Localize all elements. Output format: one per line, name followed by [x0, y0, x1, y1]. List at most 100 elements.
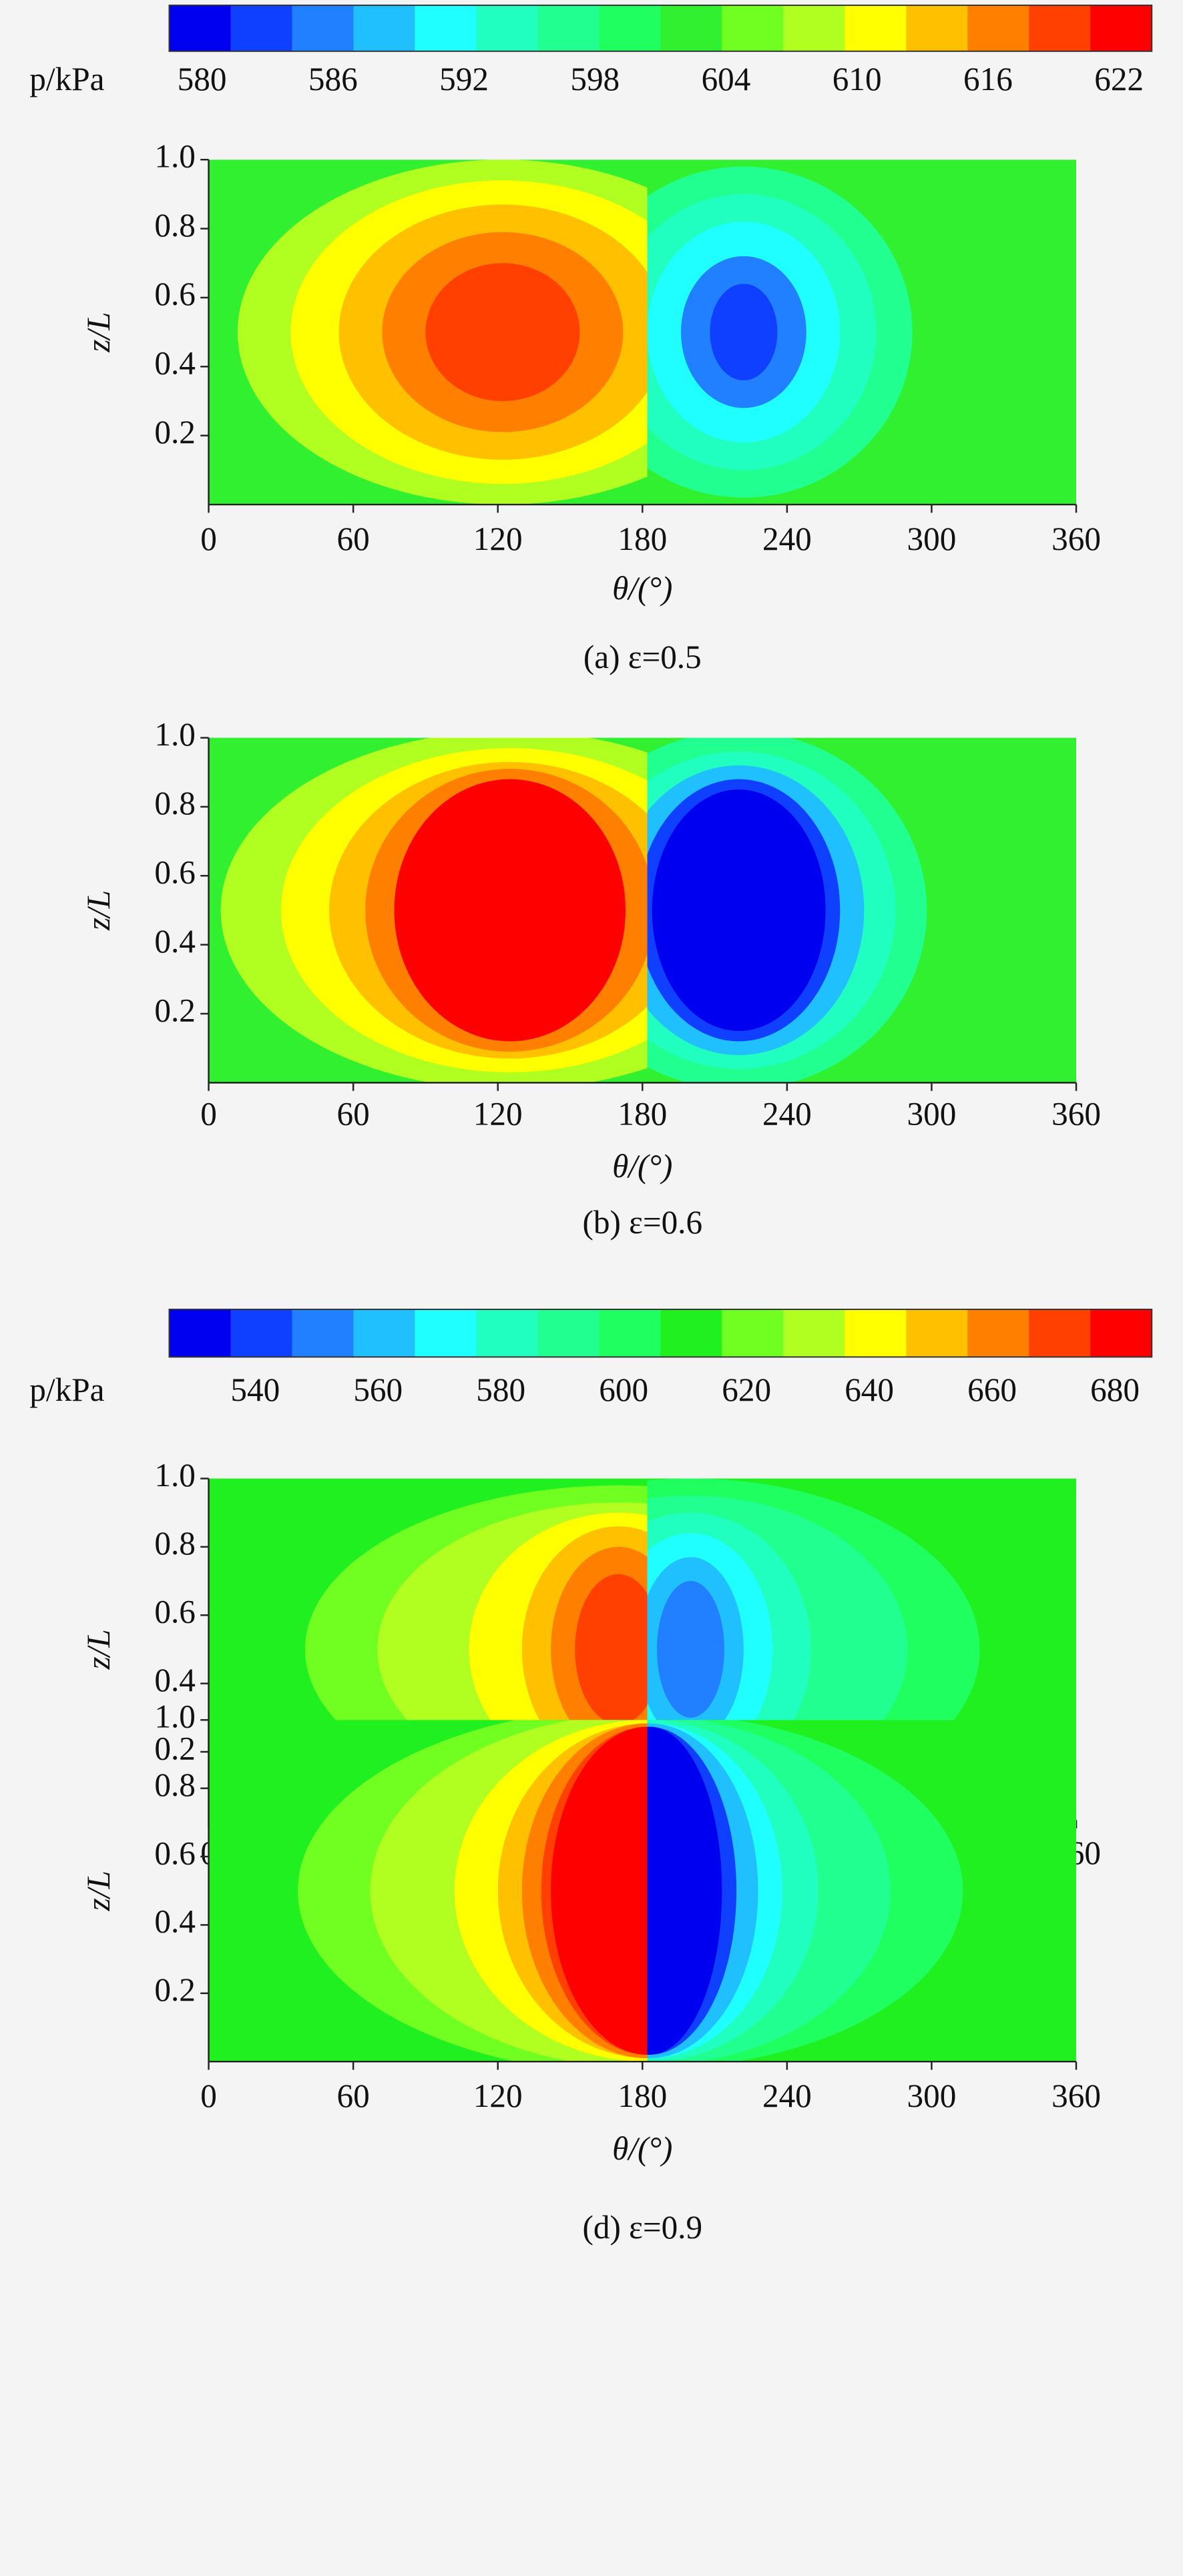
y-tick-label: 1.0 [154, 1698, 196, 1735]
y-tick-label: 0.4 [154, 345, 196, 382]
colorbar-segment [353, 5, 416, 51]
caption: (a) ε=0.5 [583, 639, 702, 675]
x-tick-label: 240 [762, 521, 812, 557]
colorbar-tick-label: 586 [308, 61, 358, 97]
x-tick-label: 300 [907, 2077, 957, 2114]
colorbar-segment [599, 5, 662, 51]
colorbar-tick-label: 580 [476, 1371, 525, 1408]
colorbar-segment [660, 5, 723, 51]
colorbar-tick-label: 540 [230, 1371, 280, 1408]
colorbar-tick-label: 598 [570, 61, 620, 97]
y-tick-label: 0.4 [154, 1903, 196, 1940]
colorbar-segment [415, 1309, 477, 1357]
colorbar-segment [476, 1309, 539, 1357]
x-tick-label: 240 [762, 1095, 812, 1132]
y-tick-label: 0.6 [154, 854, 196, 891]
colorbar-segment [967, 5, 1030, 51]
y-tick-label: 0.2 [154, 414, 196, 450]
x-tick-label: 60 [337, 521, 370, 557]
colorbar-segment [1090, 1309, 1152, 1357]
colorbar-segment [845, 5, 907, 51]
x-tick-label: 300 [907, 521, 957, 557]
contour-group [647, 737, 927, 1083]
x-tick-label: 240 [762, 2077, 812, 2114]
colorbar-tick-label: 620 [722, 1371, 771, 1408]
x-tick-label: 180 [618, 1095, 667, 1132]
colorbar-segment [353, 1309, 416, 1357]
y-tick-label: 1.0 [154, 716, 196, 753]
colorbar-segment [1029, 1309, 1091, 1357]
caption: (b) ε=0.6 [582, 1204, 702, 1241]
x-tick-label: 360 [1051, 1095, 1101, 1132]
x-axis-label: θ/(°) [612, 1148, 672, 1185]
contour-field [208, 737, 1077, 1083]
x-tick-label: 120 [473, 2077, 523, 2114]
x-tick-label: 300 [907, 1095, 957, 1132]
y-tick-label: 0.8 [154, 1766, 196, 1803]
contour-band [425, 263, 580, 401]
y-tick-label: 0.8 [154, 207, 196, 244]
x-tick-label: 60 [337, 2077, 370, 2114]
x-tick-label: 180 [618, 521, 667, 557]
colorbar-tick-label: 660 [967, 1371, 1017, 1408]
contour-band [551, 1726, 648, 2055]
colorbar-segment [1090, 5, 1152, 51]
colorbar-segment [230, 5, 293, 51]
contour-group [647, 166, 913, 498]
y-tick-label: 0.8 [154, 785, 196, 822]
y-tick-label: 0.2 [154, 992, 196, 1028]
colorbar-frame [168, 1309, 1153, 1358]
colorbar-segment [906, 1309, 969, 1357]
y-tick-label: 0.2 [154, 1730, 196, 1766]
colorbar-segment [599, 1309, 662, 1357]
contour-band [394, 779, 626, 1042]
colorbar-segment [537, 1309, 600, 1357]
x-tick-label: 360 [1051, 2077, 1101, 2114]
colorbar-segment [722, 1309, 784, 1357]
x-tick-label: 180 [618, 2077, 667, 2114]
colorbar-segment [169, 5, 232, 51]
colorbar-tick-label: 592 [439, 61, 489, 97]
y-axis-label: z/L [80, 312, 117, 353]
colorbar-label: p/kPa [29, 61, 104, 97]
colorbar-tick-label: 610 [833, 61, 882, 97]
contour-field [208, 159, 1077, 505]
contour-group [237, 159, 648, 505]
contour-group [220, 737, 648, 1083]
x-axis-label: θ/(°) [612, 2130, 672, 2167]
contour-band [647, 1726, 722, 2055]
x-tick-label: 0 [200, 521, 217, 557]
colorbar-segment [292, 5, 354, 51]
colorbar-segment [415, 5, 477, 51]
colorbar-segment [476, 5, 539, 51]
contour-group [647, 1720, 963, 2062]
colorbar-tick-label: 580 [178, 61, 227, 97]
contour-field [208, 1720, 1077, 2062]
colorbar-segment [1029, 5, 1091, 51]
y-tick-label: 0.6 [154, 1594, 196, 1630]
y-tick-label: 1.0 [154, 138, 196, 175]
colorbar-segment [783, 5, 846, 51]
x-axis-label: θ/(°) [612, 570, 672, 607]
colorbar-segment [845, 1309, 907, 1357]
colorbar-tick-label: 622 [1094, 61, 1144, 97]
y-tick-label: 0.4 [154, 1662, 196, 1698]
y-axis-label: z/L [80, 890, 117, 931]
y-axis-label: z/L [80, 1629, 117, 1670]
x-tick-label: 120 [473, 521, 523, 557]
y-tick-label: 0.8 [154, 1525, 196, 1562]
contour-band [710, 284, 778, 380]
y-tick-label: 0.4 [154, 923, 196, 960]
caption: (d) ε=0.9 [582, 2209, 702, 2246]
colorbar-tick-label: 616 [963, 61, 1013, 97]
contour-band [652, 789, 826, 1031]
y-axis-label: z/L [80, 1871, 117, 1911]
colorbar-segment [722, 5, 784, 51]
contour-group [298, 1720, 648, 2062]
colorbar-tick-label: 604 [702, 61, 751, 97]
colorbar-tick-label: 600 [599, 1371, 648, 1408]
colorbar-segment [537, 5, 600, 51]
contour-band [575, 1574, 648, 1725]
